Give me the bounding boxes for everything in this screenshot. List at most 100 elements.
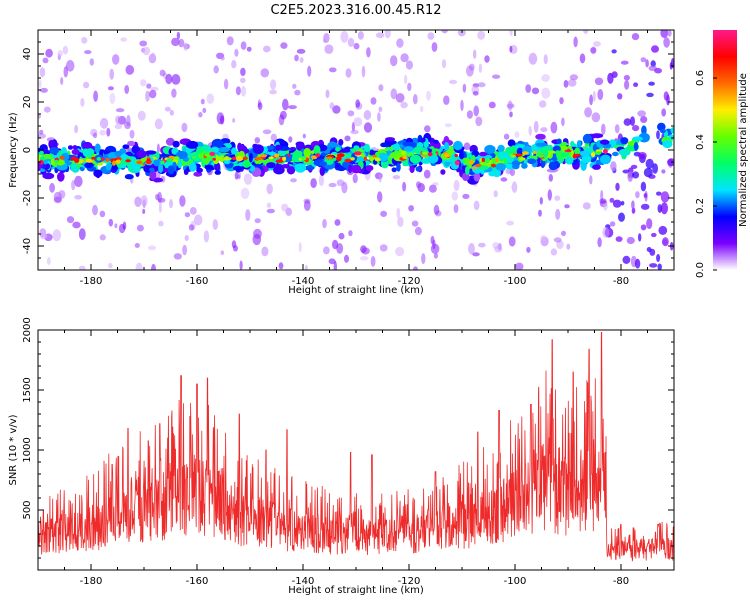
noise-blob <box>99 129 106 136</box>
noise-blob <box>660 202 669 215</box>
band-blob <box>175 151 188 159</box>
band-blob <box>232 165 244 171</box>
noise-blob <box>310 178 317 189</box>
noise-blob <box>357 31 364 40</box>
band-blob <box>82 149 93 158</box>
noise-blob <box>254 218 261 224</box>
band-blob <box>127 140 136 147</box>
noise-blob <box>492 74 501 79</box>
band-blob <box>618 148 631 156</box>
noise-blob <box>667 30 672 37</box>
hotspot-blob <box>204 153 211 157</box>
band-blob <box>172 140 180 148</box>
noise-blob <box>643 193 648 198</box>
noise-blob <box>176 31 181 40</box>
hotspot-blob <box>223 156 230 161</box>
noise-blob <box>453 204 459 214</box>
noise-blob <box>384 30 391 39</box>
band-blob <box>327 142 338 147</box>
noise-blob <box>154 118 163 130</box>
noise-blob <box>80 98 85 107</box>
noise-blob <box>206 93 215 104</box>
noise-blob <box>652 163 658 174</box>
noise-blob <box>488 101 496 109</box>
x-tick-label: -140 <box>292 276 315 287</box>
band-blob <box>570 140 575 148</box>
noise-blob <box>109 68 114 80</box>
hotspot-blob <box>444 153 450 158</box>
noise-blob <box>403 74 408 85</box>
band-blob <box>273 165 285 175</box>
noise-blob <box>657 204 663 213</box>
band-blob <box>50 158 56 166</box>
noise-blob <box>649 263 658 268</box>
noise-blob <box>137 110 146 121</box>
noise-blob <box>240 67 246 77</box>
noise-blob <box>359 256 369 261</box>
noise-blob <box>615 182 620 191</box>
noise-blob <box>328 182 337 188</box>
band-blob <box>124 174 134 180</box>
noise-blob <box>645 59 649 68</box>
noise-blob <box>115 108 125 113</box>
y-tick-label: -40 <box>22 238 33 254</box>
noise-blob <box>150 52 156 63</box>
noise-blob <box>650 60 656 68</box>
hotspot-blob <box>191 155 196 159</box>
noise-blob <box>634 258 641 269</box>
band-blob <box>294 163 307 173</box>
noise-blob <box>329 67 337 73</box>
noise-blob <box>350 129 359 135</box>
noise-blob <box>564 204 570 209</box>
noise-blob <box>624 79 630 90</box>
band-blob <box>82 141 93 149</box>
noise-blob <box>332 105 341 114</box>
noise-blob <box>589 94 593 106</box>
band-blob <box>389 152 400 159</box>
noise-blob <box>99 117 109 129</box>
band-blob <box>582 133 593 144</box>
noise-blob <box>158 202 162 213</box>
band-blob <box>599 139 610 145</box>
noise-blob <box>134 196 142 207</box>
noise-blob <box>654 67 662 74</box>
noise-blob <box>631 33 640 41</box>
noise-blob <box>245 209 251 221</box>
noise-blob <box>53 196 63 204</box>
band-blob <box>402 141 414 147</box>
hotspot-blob <box>209 151 216 156</box>
noise-blob <box>599 198 607 204</box>
noise-blob <box>182 244 188 256</box>
hotspot-blob <box>301 157 307 161</box>
noise-blob <box>270 79 277 90</box>
noise-blob <box>338 232 345 240</box>
hotspot-blob <box>275 159 284 163</box>
hotspot-blob <box>569 152 573 156</box>
colorbar-bar <box>713 30 737 270</box>
noise-blob <box>363 110 372 120</box>
band-blob <box>193 171 203 177</box>
hotspot-blob <box>311 155 318 160</box>
noise-blob <box>638 152 647 160</box>
x-tick-label: -140 <box>292 576 315 587</box>
band-blob <box>392 142 401 152</box>
hotspot-blob <box>282 156 287 161</box>
noise-blob <box>78 228 86 241</box>
noise-blob <box>603 202 608 211</box>
band-blob <box>448 145 454 156</box>
noise-blob <box>239 260 243 270</box>
noise-blob <box>46 257 51 265</box>
band-blob <box>214 162 221 171</box>
noise-blob <box>332 239 339 250</box>
hotspot-blob <box>232 156 237 161</box>
noise-blob <box>140 79 147 87</box>
colorbar: 0.0 0.2 0.4 0.6 Normalized spectral amplitu… <box>695 30 749 278</box>
noise-blob <box>112 54 120 65</box>
noise-blob <box>164 106 171 112</box>
noise-blob <box>426 90 431 101</box>
noise-blob <box>666 94 670 106</box>
noise-blob <box>72 221 81 229</box>
noise-blob <box>114 123 123 130</box>
noise-blob <box>541 87 551 99</box>
